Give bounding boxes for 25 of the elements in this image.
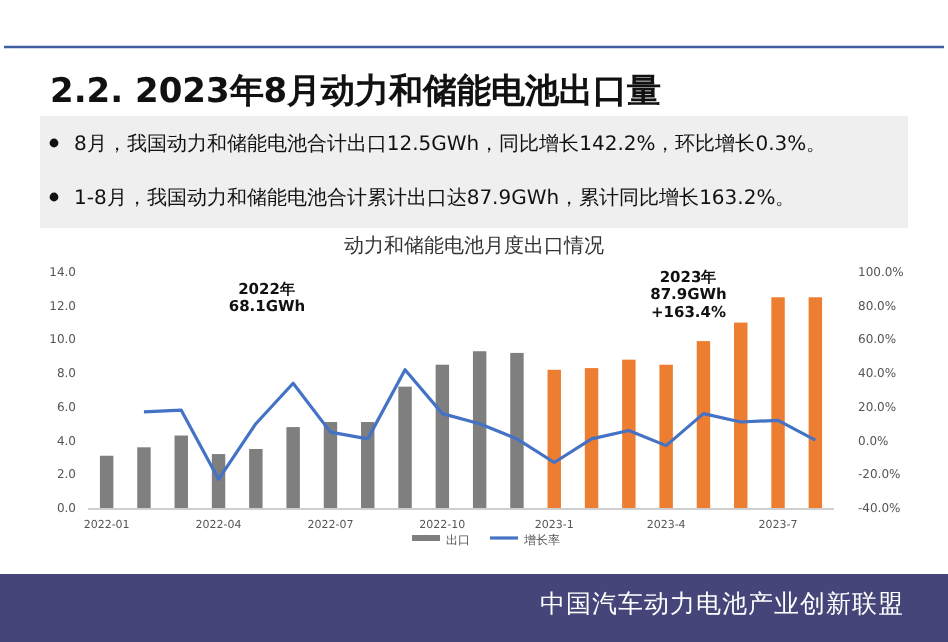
bar [286, 427, 300, 508]
bar [435, 364, 450, 508]
chart-title: 2.2. 2023年8月动力和储能电池出口量 [50, 72, 662, 112]
bar [398, 386, 412, 508]
bar [137, 447, 151, 508]
text: 1-8月，我国动力和储能电池合计累计出口达87.9GWh，累计同比增长163.2%。 [74, 186, 796, 210]
bar [771, 297, 785, 508]
bar [659, 364, 673, 508]
bar [99, 455, 114, 508]
chart-subtitle: 动力和储能电池月度出口情况 [344, 234, 604, 258]
bar [510, 352, 524, 508]
text: 中国汽车动力电池产业创新联盟 [540, 588, 904, 618]
line-series [142, 368, 817, 481]
bar [323, 422, 338, 508]
text: 8月，我国动力和储能电池合计出口12.5GWh，同比增长142.2%，环比增长0.3%。 [74, 132, 827, 156]
bar [696, 341, 711, 508]
bar [584, 368, 599, 508]
bar [547, 369, 561, 508]
bar [472, 351, 487, 508]
bar [808, 297, 823, 508]
bar [734, 322, 748, 508]
bar [622, 359, 636, 508]
bar [174, 435, 188, 508]
bar [361, 422, 375, 508]
bar [249, 449, 263, 508]
